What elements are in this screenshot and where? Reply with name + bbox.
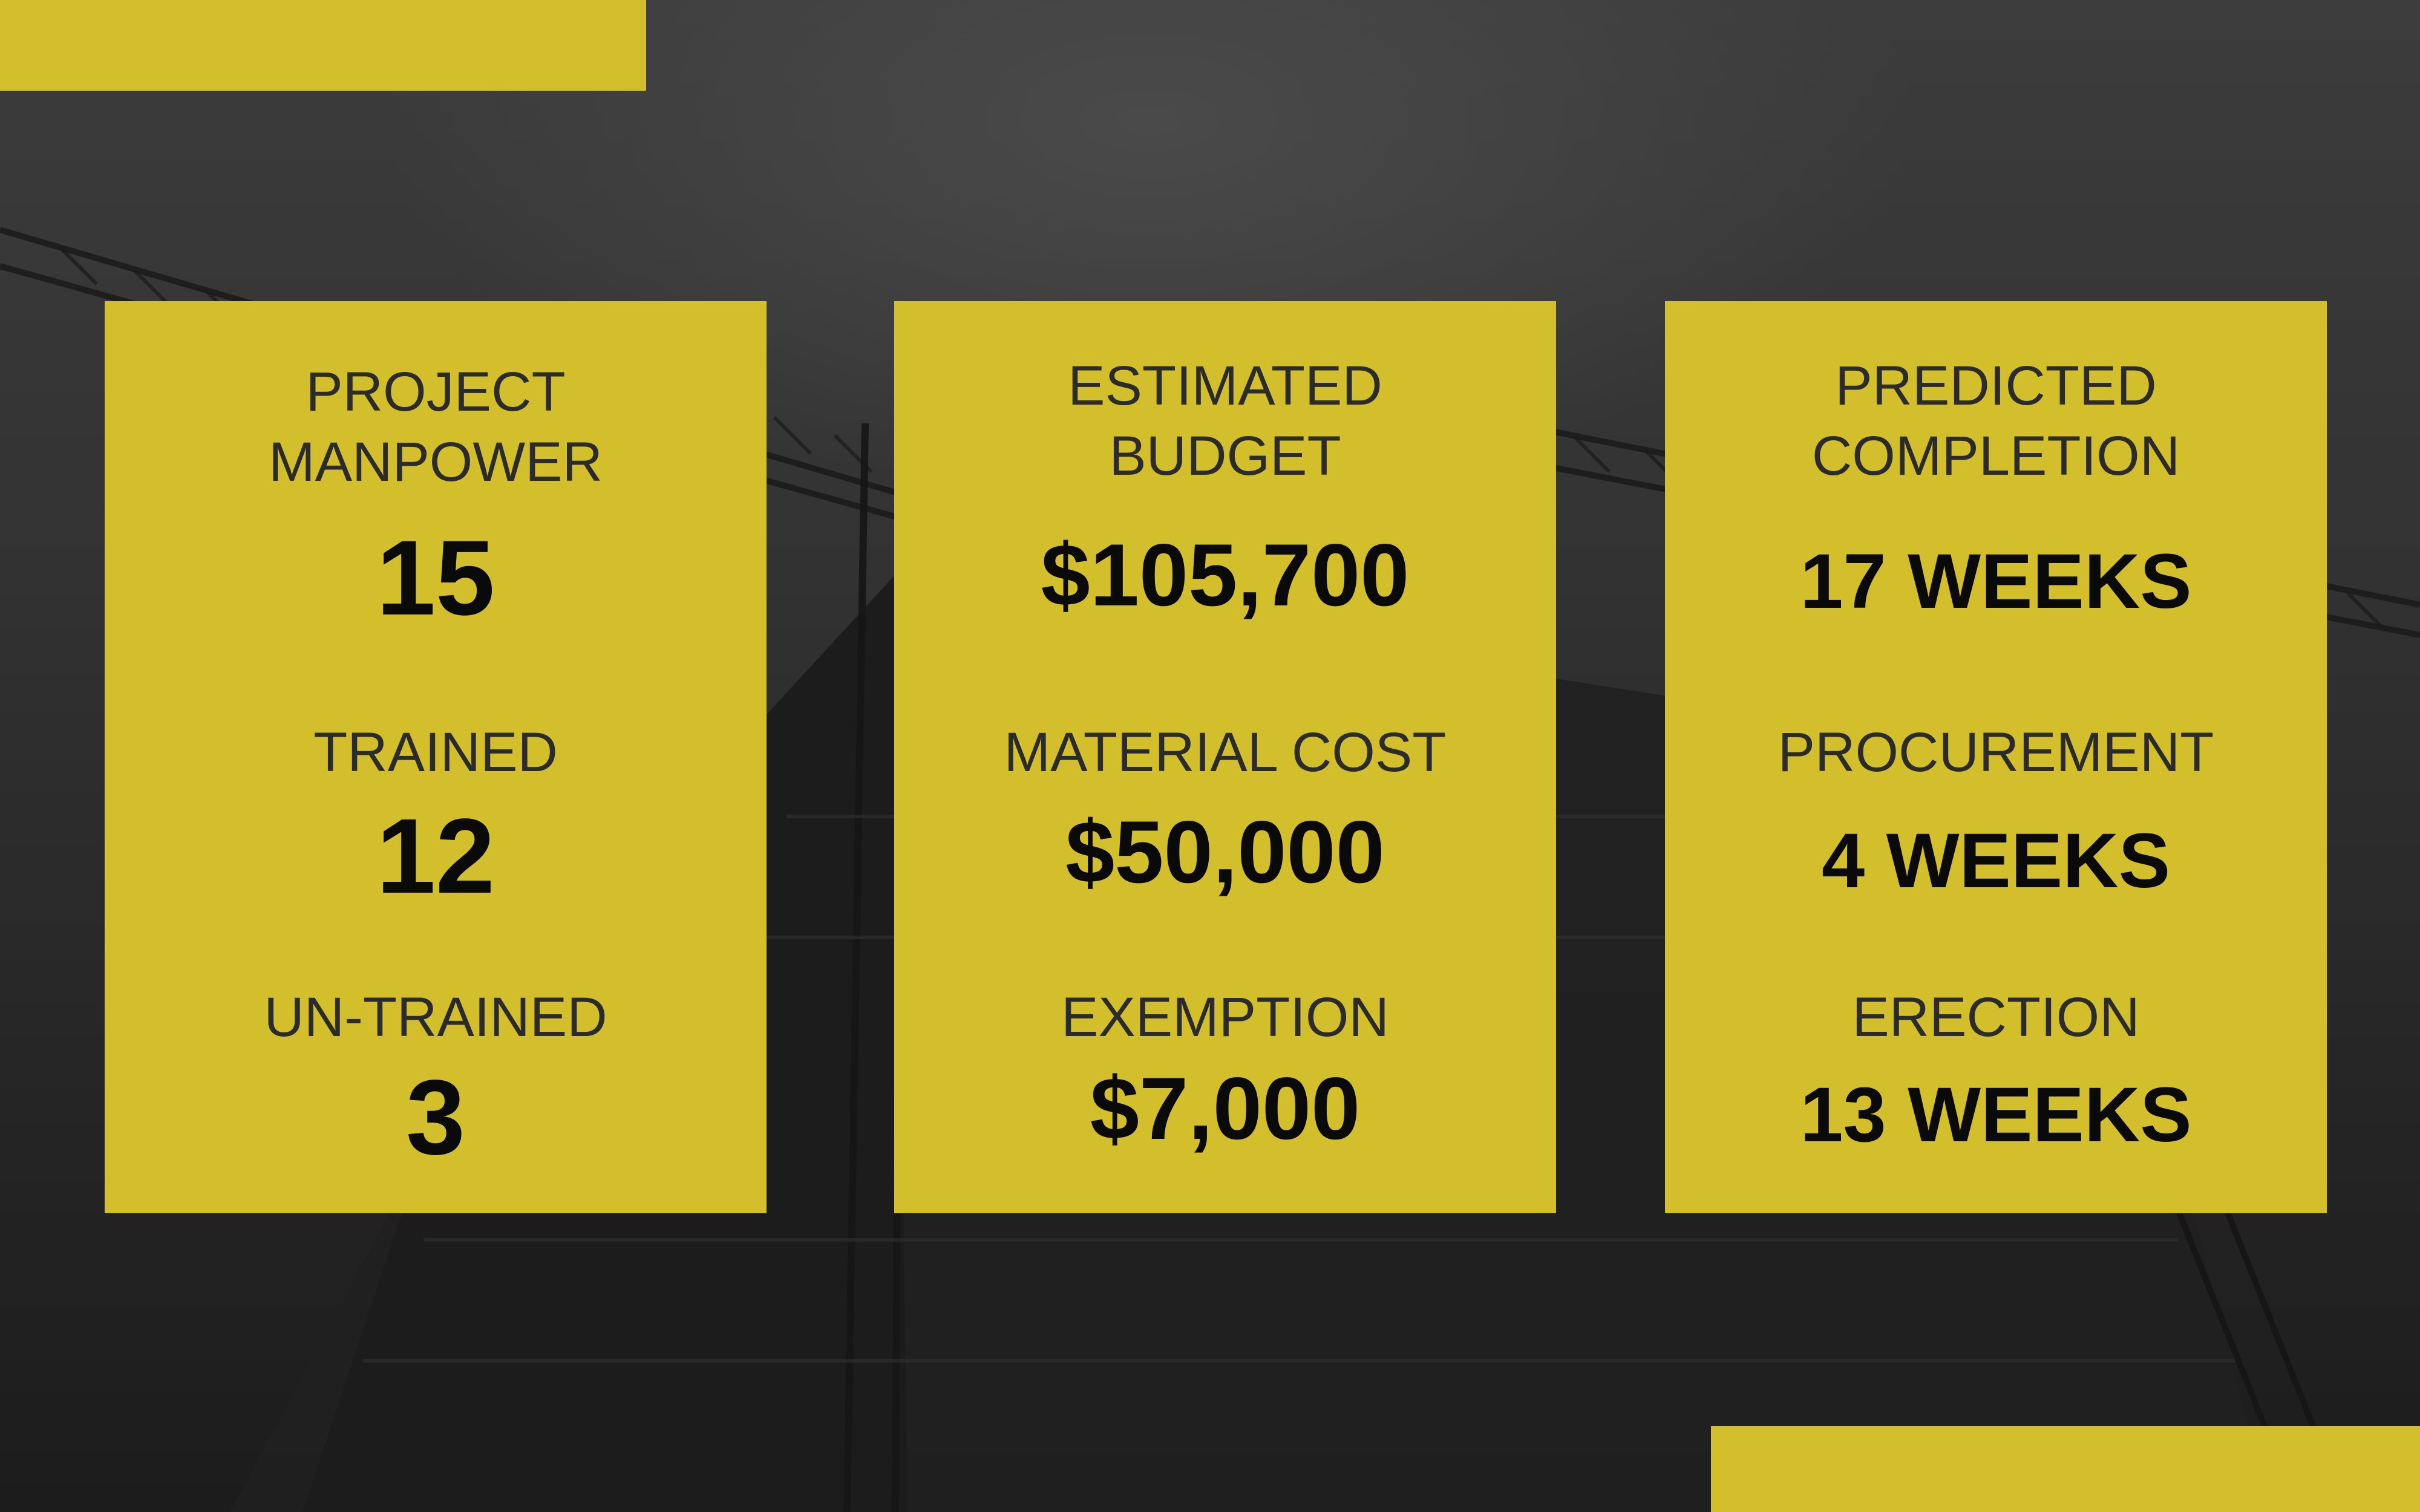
procurement-value: 4 WEEKS xyxy=(1821,818,2171,904)
exemption-label: EXEMPTION xyxy=(1061,986,1389,1048)
material-cost-label: MATERIAL COST xyxy=(1004,722,1447,783)
untrained-value: 3 xyxy=(406,1058,465,1177)
manpower-card: PROJECT MANPOWER 15 TRAINED 12 UN-TRAINE… xyxy=(105,301,767,1213)
estimated-budget-value: $105,700 xyxy=(1041,526,1410,624)
budget-card: ESTIMATED BUDGET $105,700 MATERIAL COST … xyxy=(894,301,1556,1213)
erection-value: 13 WEEKS xyxy=(1800,1072,2192,1158)
project-manpower-value: 15 xyxy=(376,519,495,637)
exemption-value: $7,000 xyxy=(1090,1059,1361,1158)
procurement-label: PROCUREMENT xyxy=(1777,722,2214,783)
trained-label: TRAINED xyxy=(313,722,558,783)
project-manpower-label: PROJECT MANPOWER xyxy=(269,361,603,493)
untrained-label: UN-TRAINED xyxy=(264,986,607,1048)
predicted-completion-label: PREDICTED COMPLETION xyxy=(1811,355,2180,487)
accent-bar-top xyxy=(0,0,646,91)
erection-label: ERECTION xyxy=(1852,986,2140,1048)
timeline-card: PREDICTED COMPLETION 17 WEEKS PROCUREMEN… xyxy=(1665,301,2327,1213)
estimated-budget-label: ESTIMATED BUDGET xyxy=(1068,355,1382,487)
accent-bar-bottom xyxy=(1711,1426,2420,1512)
trained-value: 12 xyxy=(376,797,495,916)
material-cost-value: $50,000 xyxy=(1065,803,1385,901)
predicted-completion-value: 17 WEEKS xyxy=(1800,538,2192,625)
